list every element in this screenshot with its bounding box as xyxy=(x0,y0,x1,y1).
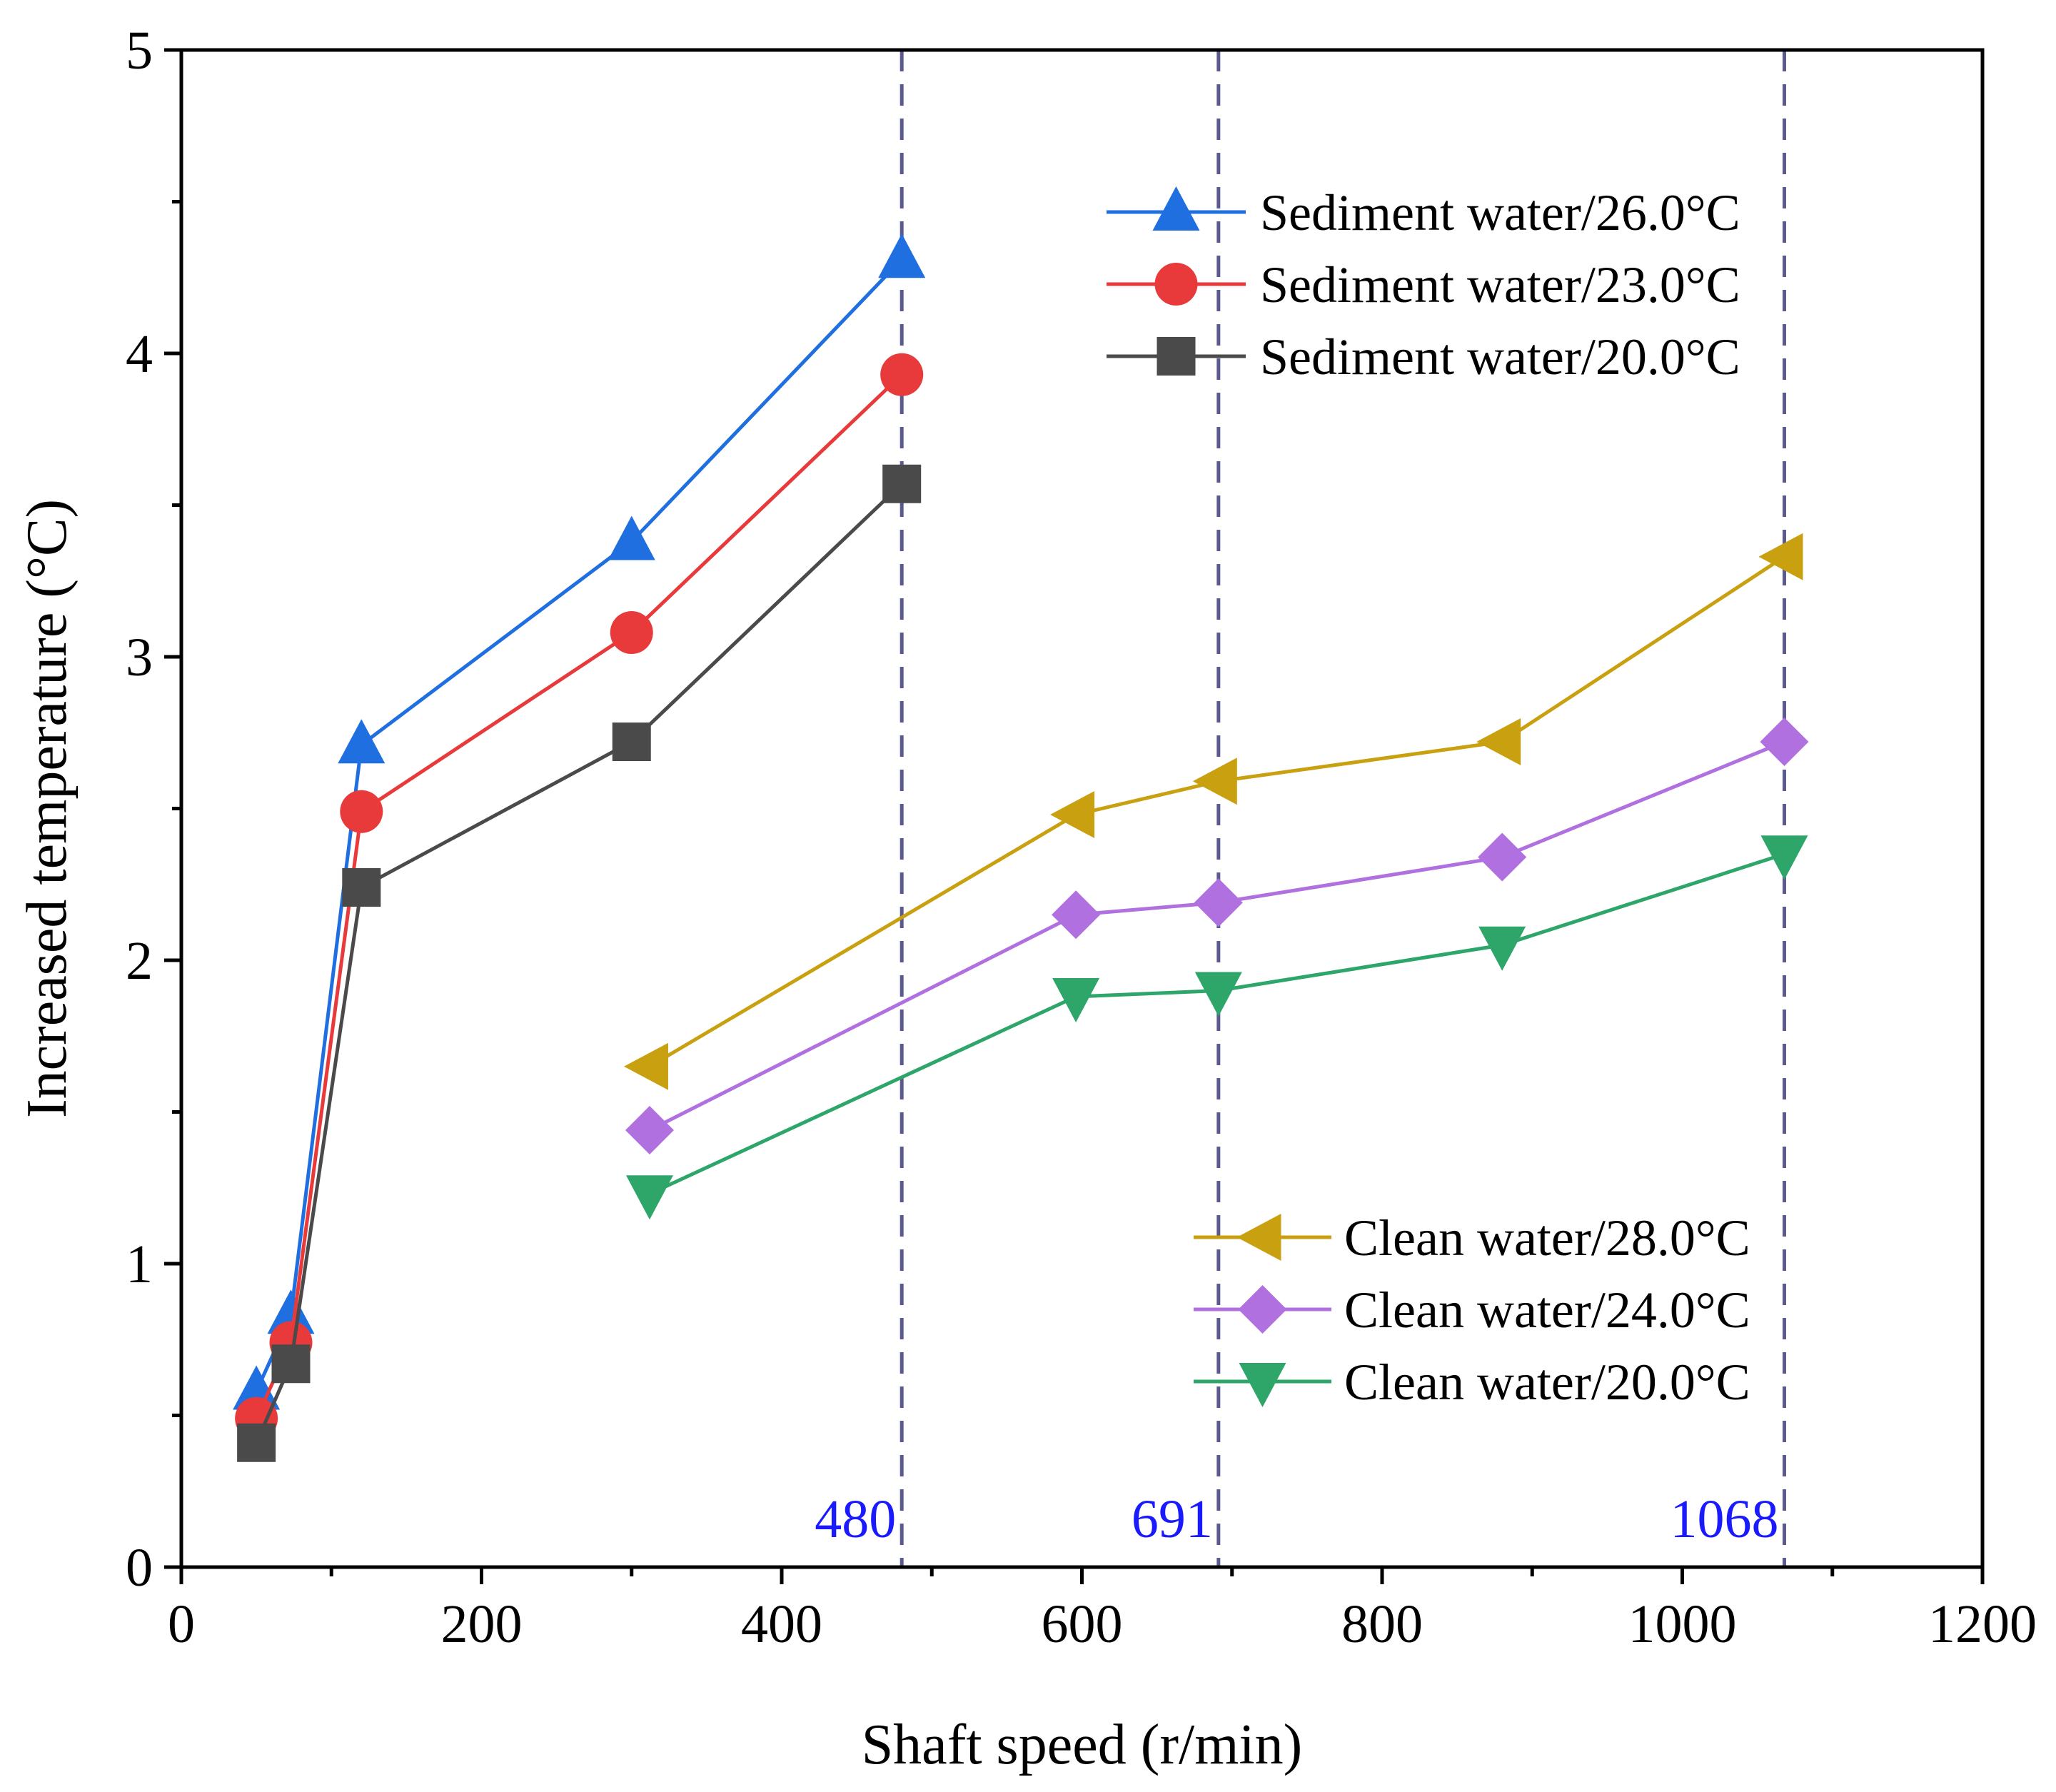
legend-label: Clean water/28.0°C xyxy=(1344,1209,1750,1267)
axis-ticks: 0 200 400 600 800 1000 1200 0 1 2 3 4 5 xyxy=(126,21,2037,1654)
series-3 xyxy=(237,464,922,1462)
data-point xyxy=(1050,791,1095,838)
data-point xyxy=(1052,978,1100,1022)
data-point xyxy=(237,1423,276,1462)
y-tick-label: 5 xyxy=(126,21,153,81)
x-tick-label: 800 xyxy=(1341,1594,1423,1654)
legend-marker xyxy=(1156,337,1196,376)
legend-label: Sediment water/26.0°C xyxy=(1260,184,1740,241)
data-point xyxy=(1758,533,1803,580)
data-point xyxy=(1760,718,1809,766)
legend-label: Sediment water/23.0°C xyxy=(1260,256,1740,313)
y-tick-label: 4 xyxy=(126,324,153,384)
data-point xyxy=(610,611,653,654)
data-point xyxy=(1194,878,1243,927)
data-point xyxy=(1478,926,1526,971)
x-axis-title: Shaft speed (r/min) xyxy=(862,1713,1303,1776)
legend-label: Clean water/24.0°C xyxy=(1344,1282,1750,1339)
legend-marker xyxy=(1238,1285,1287,1334)
data-point xyxy=(1760,835,1808,880)
data-point xyxy=(1194,972,1242,1017)
x-tick-label: 600 xyxy=(1042,1594,1123,1654)
data-point xyxy=(882,464,922,503)
legend-entry: Sediment water/20.0°C xyxy=(1107,328,1740,386)
series-4 xyxy=(623,533,1803,1090)
legend-sediment: Sediment water/26.0°C Sediment water/23.0… xyxy=(1107,184,1740,386)
legend-entry: Sediment water/23.0°C xyxy=(1107,256,1740,313)
x-tick-label: 400 xyxy=(741,1594,822,1654)
legend-marker xyxy=(1239,1363,1286,1407)
reference-label-480: 480 xyxy=(815,1489,896,1549)
legend-clean: Clean water/28.0°C Clean water/24.0°C Clea… xyxy=(1194,1209,1750,1411)
data-point xyxy=(880,353,924,396)
data-point xyxy=(623,1042,668,1090)
data-point xyxy=(625,1106,674,1154)
legend-entry: Clean water/28.0°C xyxy=(1194,1209,1750,1267)
legend-label: Clean water/20.0°C xyxy=(1344,1354,1750,1411)
data-point xyxy=(1478,832,1527,882)
data-point xyxy=(338,719,386,764)
legend-marker xyxy=(1236,1214,1281,1261)
data-point xyxy=(267,1289,315,1334)
series-5 xyxy=(625,718,1809,1154)
x-tick-label: 200 xyxy=(441,1594,523,1654)
data-point xyxy=(233,1365,281,1410)
data-point xyxy=(340,790,383,833)
reference-lines: 480 691 1068 xyxy=(815,50,1786,1567)
data-point xyxy=(625,1175,673,1220)
x-tick-label: 1000 xyxy=(1628,1594,1737,1654)
y-tick-label: 3 xyxy=(126,628,153,688)
y-tick-label: 2 xyxy=(126,931,153,991)
y-tick-label: 0 xyxy=(126,1538,153,1598)
legend-marker xyxy=(1154,263,1198,306)
data-point xyxy=(1476,718,1521,765)
data-point xyxy=(271,1344,311,1384)
y-axis-title: Increased temperature (°C) xyxy=(16,499,79,1118)
reference-label-1068: 1068 xyxy=(1670,1489,1778,1549)
data-point xyxy=(1192,757,1237,805)
data-point xyxy=(878,233,926,278)
legend-label: Sediment water/20.0°C xyxy=(1260,328,1740,386)
x-tick-label: 0 xyxy=(168,1594,195,1654)
series-layer xyxy=(233,233,1809,1462)
legend-entry: Clean water/20.0°C xyxy=(1194,1354,1750,1411)
legend-marker xyxy=(1152,186,1200,231)
legend-entry: Clean water/24.0°C xyxy=(1194,1282,1750,1339)
reference-label-691: 691 xyxy=(1132,1489,1213,1549)
legend-entry: Sediment water/26.0°C xyxy=(1107,184,1740,241)
x-tick-label: 1200 xyxy=(1928,1594,2037,1654)
data-point xyxy=(608,515,655,560)
data-point xyxy=(612,723,651,761)
y-tick-label: 1 xyxy=(126,1234,153,1294)
series-6 xyxy=(625,835,1808,1220)
data-point xyxy=(342,868,381,907)
data-point xyxy=(1052,890,1101,940)
